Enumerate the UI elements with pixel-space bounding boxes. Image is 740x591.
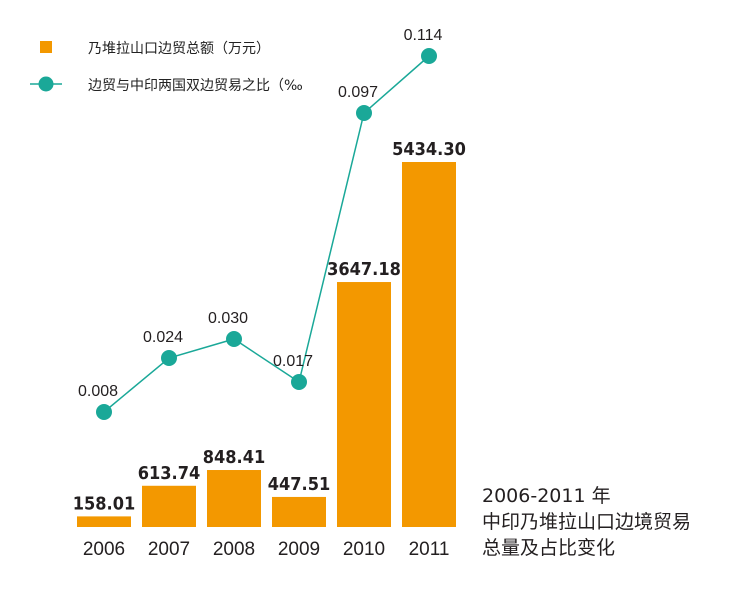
- x-tick-2011: 2011: [409, 539, 450, 560]
- bar-label-2007: 613.74: [138, 463, 201, 484]
- legend-line-marker: [38, 76, 54, 92]
- bar-label-2010: 3647.18: [327, 259, 401, 280]
- ratio-label-2009: 0.017: [273, 353, 313, 370]
- bar-2008: [207, 470, 261, 527]
- bar-label-2006: 158.01: [73, 493, 136, 514]
- bar-2009: [272, 496, 326, 527]
- ratio-label-2011: 0.114: [404, 27, 443, 44]
- bar-label-2008: 848.41: [203, 447, 266, 468]
- ratio-point-2011: [421, 48, 437, 64]
- ratio-point-2009: [291, 374, 307, 390]
- legend-line-label: 边贸与中印两国双边贸易之比（‰: [88, 78, 303, 94]
- legend-bar-swatch: [40, 41, 52, 53]
- ratio-point-2006: [96, 404, 112, 420]
- x-tick-2006: 2006: [83, 539, 125, 560]
- chart-caption: 2006-2011 年 中印乃堆拉山口边境贸易 总量及占比变化: [482, 483, 691, 561]
- x-axis-tick-labels: 2006 2007 2008 2009 2010 2011: [83, 539, 450, 560]
- ratio-point-2007: [161, 350, 177, 366]
- bar-2007: [142, 485, 196, 527]
- ratio-series-points: [96, 48, 437, 420]
- ratio-value-labels: 0.008 0.024 0.030 0.017 0.097 0.114: [78, 27, 443, 400]
- x-tick-2007: 2007: [148, 539, 190, 560]
- ratio-label-2010: 0.097: [338, 84, 378, 101]
- ratio-label-2007: 0.024: [143, 329, 183, 346]
- x-tick-2009: 2009: [278, 539, 320, 560]
- ratio-series-line: [103, 55, 430, 413]
- ratio-label-2008: 0.030: [208, 310, 248, 327]
- ratio-point-2008: [226, 331, 242, 347]
- bar-2010: [337, 282, 391, 527]
- legend-bar-label: 乃堆拉山口边贸总额（万元）: [88, 41, 270, 57]
- bar-label-2011: 5434.30: [392, 139, 466, 160]
- bar-2011: [402, 162, 456, 527]
- ratio-label-2006: 0.008: [78, 383, 118, 400]
- caption-line-1: 2006-2011 年: [482, 485, 611, 507]
- ratio-point-2010: [356, 105, 372, 121]
- bar-2006: [77, 516, 131, 527]
- bar-label-2009: 447.51: [268, 474, 331, 495]
- x-tick-2010: 2010: [343, 539, 385, 560]
- bar-series: [77, 162, 456, 527]
- caption-line-3: 总量及占比变化: [482, 537, 616, 559]
- legend: 乃堆拉山口边贸总额（万元） 边贸与中印两国双边贸易之比（‰: [30, 41, 303, 94]
- x-tick-2008: 2008: [213, 539, 255, 560]
- caption-line-2: 中印乃堆拉山口边境贸易: [482, 511, 692, 533]
